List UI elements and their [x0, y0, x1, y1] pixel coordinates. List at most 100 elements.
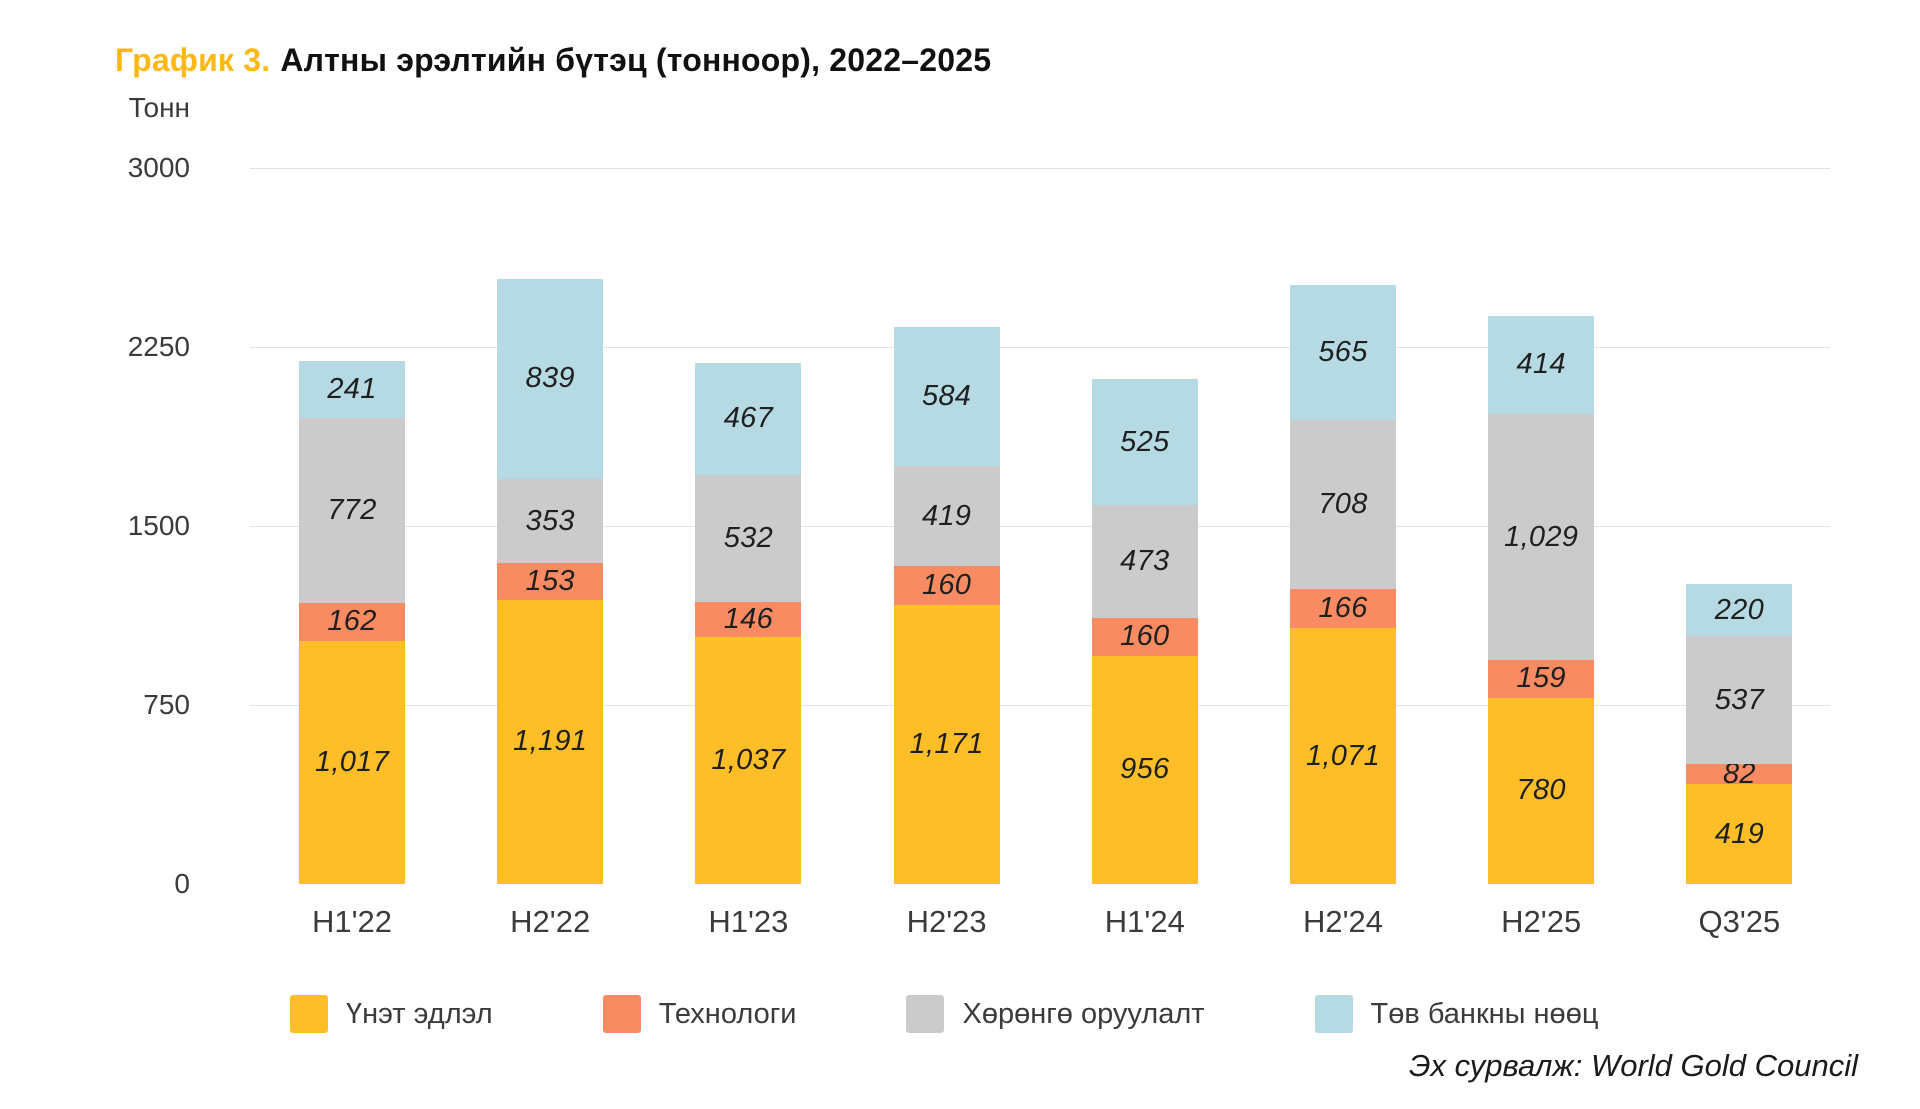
bar-segment: 166	[1290, 588, 1396, 629]
legend-item: Хөрөнгө оруулалт	[906, 995, 1205, 1033]
bar-value-label: 146	[723, 602, 774, 635]
bar-value-label: 159	[1516, 662, 1566, 695]
bar-value-label: 419	[1714, 817, 1765, 850]
y-tick-label: 2250	[127, 331, 190, 362]
legend: Үнэт эдлэл Технологи Хөрөнгө оруулалт Төв б…	[290, 995, 1598, 1033]
bar-value-label: 153	[525, 564, 575, 597]
x-axis-label: H1'23	[708, 904, 789, 939]
bar-segment: 162	[299, 602, 405, 642]
bar-value-label: 353	[525, 504, 575, 537]
bar-segment: 419	[893, 466, 1000, 567]
bar-value-label: 1,171	[909, 727, 984, 760]
bar-value-label: 532	[723, 521, 774, 554]
bar-value-label: 1,191	[513, 725, 588, 758]
bar-segment: 473	[1091, 504, 1198, 618]
bar-segment: 537	[1686, 636, 1793, 765]
bar-value-label: 241	[327, 373, 377, 406]
bar-segment: 565	[1290, 284, 1396, 420]
y-tick-label: 3000	[127, 152, 190, 183]
bar-segment: 1,037	[695, 636, 802, 884]
gridline-3000	[250, 168, 1830, 169]
bar-value-label: 1,029	[1504, 520, 1579, 553]
bar-value-label: 537	[1714, 683, 1765, 716]
bar-segment: 525	[1091, 379, 1198, 505]
bar-value-label: 162	[327, 605, 377, 638]
bar-segment: 1,171	[893, 604, 1000, 884]
bar-segment: 839	[497, 278, 604, 479]
x-axis-label: H2'25	[1501, 904, 1582, 939]
legend-label: Хөрөнгө оруулалт	[962, 997, 1205, 1030]
bar-segment: 241	[299, 360, 405, 419]
legend-label: Үнэт эдлэл	[346, 997, 493, 1030]
x-axis-label: H2'24	[1302, 904, 1384, 939]
plot-area: 0 750 1500 2250 3000 1,017 162 772 241 H1'22 1,191…	[0, 152, 1920, 939]
bar-segment: 956	[1091, 655, 1198, 884]
bar-segment: 414	[1488, 315, 1595, 415]
bar-segment: 772	[299, 418, 405, 603]
bar-value-label: 1,037	[711, 743, 786, 776]
bar-value-label: 160	[921, 568, 972, 601]
bar-segment: 708	[1290, 419, 1396, 589]
bar-segment: 780	[1488, 697, 1595, 884]
bar-value-label: 565	[1318, 335, 1368, 368]
y-tick-label: 0	[174, 868, 190, 899]
y-tick-label: 1500	[127, 510, 190, 541]
gridline-1500	[250, 526, 1830, 527]
bar-segment: 82	[1686, 758, 1793, 790]
bar-value-label: 166	[1318, 592, 1368, 625]
chart-title-text: Алтны эрэлтийн бүтэц (тонноор), 2022–202…	[280, 42, 992, 78]
bar-segment: 160	[1091, 617, 1198, 656]
bar-value-label: 525	[1120, 425, 1170, 458]
bar-segment: 146	[695, 601, 802, 637]
x-axis-label: H2'22	[510, 904, 591, 939]
legend-swatch	[602, 995, 641, 1033]
bar-value-label: 473	[1120, 544, 1170, 577]
bar-value-label: 1,071	[1305, 739, 1381, 772]
bar-segment: 1,071	[1290, 628, 1396, 884]
bar-value-label: 956	[1120, 753, 1170, 786]
bar-segment: 584	[893, 326, 1000, 467]
bar-value-label: 584	[921, 380, 972, 413]
gridline-2250	[250, 347, 1830, 348]
bar-value-label: 414	[1516, 348, 1566, 381]
bar-segment: 532	[695, 474, 802, 602]
y-tick-label: 750	[143, 689, 190, 720]
x-axis-label: H1'24	[1104, 904, 1185, 939]
chart-title-prefix: График 3.	[115, 42, 271, 78]
bar-segment: 1,029	[1488, 414, 1595, 660]
legend-swatch	[290, 995, 328, 1033]
x-axis-label: Q3'25	[1698, 904, 1781, 939]
bar-value-label: 772	[327, 494, 377, 526]
gridline-750	[250, 705, 1830, 706]
y-axis-unit-label: Тонн	[128, 92, 190, 123]
bar-segment: 467	[695, 363, 802, 475]
bar-segment: 160	[893, 566, 1000, 605]
bar-value-label: 1,017	[314, 746, 390, 779]
bar-segment: 159	[1488, 659, 1595, 698]
bar-value-label: 708	[1318, 487, 1368, 520]
legend-item: Төв банкны нөөц	[1314, 995, 1599, 1033]
bar-segment: 1,191	[497, 599, 604, 884]
source-note: Эх сурвалж: World Gold Council	[1409, 1048, 1858, 1083]
bar-segment: 220	[1686, 583, 1793, 637]
bar-value-label: 839	[525, 362, 575, 395]
bar-segment: 353	[497, 479, 604, 564]
bar-value-label: 467	[723, 402, 774, 435]
x-axis-label: H2'23	[906, 904, 987, 939]
legend-label: Технологи	[658, 997, 797, 1030]
legend-item: Технологи	[602, 995, 797, 1033]
bar-segment: 419	[1686, 784, 1793, 884]
bar-value-label: 780	[1516, 774, 1566, 807]
x-axis-label: H1'22	[311, 904, 393, 939]
bar-segment: 1,017	[299, 641, 405, 884]
legend-swatch	[1314, 995, 1353, 1033]
chart-title: График 3. Алтны эрэлтийн бүтэц (тонноор),…	[115, 42, 991, 79]
bar-value-label: 160	[1120, 620, 1170, 653]
legend-swatch	[906, 995, 945, 1033]
bar-value-label: 220	[1714, 593, 1765, 626]
bar-value-label: 419	[921, 499, 972, 532]
legend-label: Төв банкны нөөц	[1370, 997, 1599, 1030]
legend-item: Үнэт эдлэл	[290, 995, 493, 1033]
bar-segment: 153	[497, 563, 604, 600]
